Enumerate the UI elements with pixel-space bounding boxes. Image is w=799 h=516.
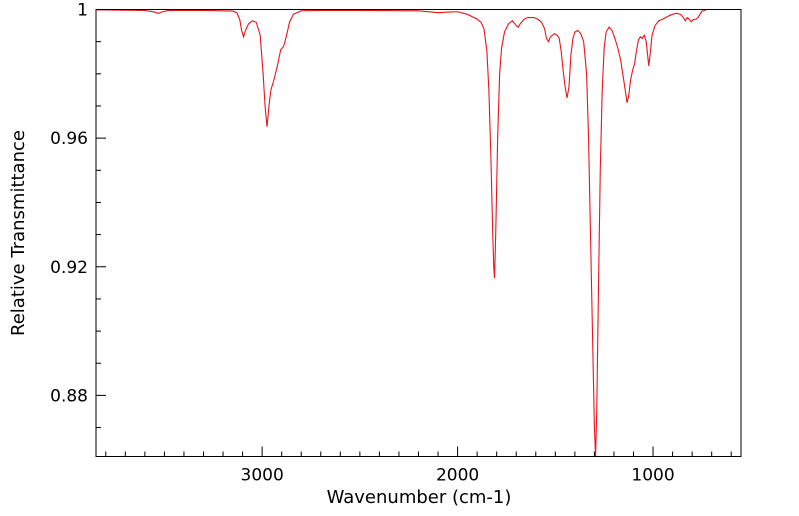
- plot-frame: [95, 9, 742, 457]
- minor-ticks: [96, 41, 732, 457]
- y-axis-label: Relative Transmittance: [8, 130, 29, 336]
- x-tick-label: 3000: [241, 466, 284, 486]
- y-tick-labels: 1 0.96 0.92 0.88: [50, 1, 88, 407]
- y-tick-label: 0.96: [50, 129, 88, 149]
- x-tick-label: 1000: [631, 466, 674, 486]
- x-axis-label: Wavenumber (cm-1): [327, 487, 512, 508]
- x-tick-label: 2000: [436, 466, 479, 486]
- series-line: [95, 9, 706, 457]
- y-tick-label: 0.88: [50, 386, 88, 406]
- y-tick-label: 1: [77, 1, 88, 21]
- x-tick-labels: 3000 2000 1000: [241, 466, 675, 486]
- y-tick-label: 0.92: [50, 258, 88, 278]
